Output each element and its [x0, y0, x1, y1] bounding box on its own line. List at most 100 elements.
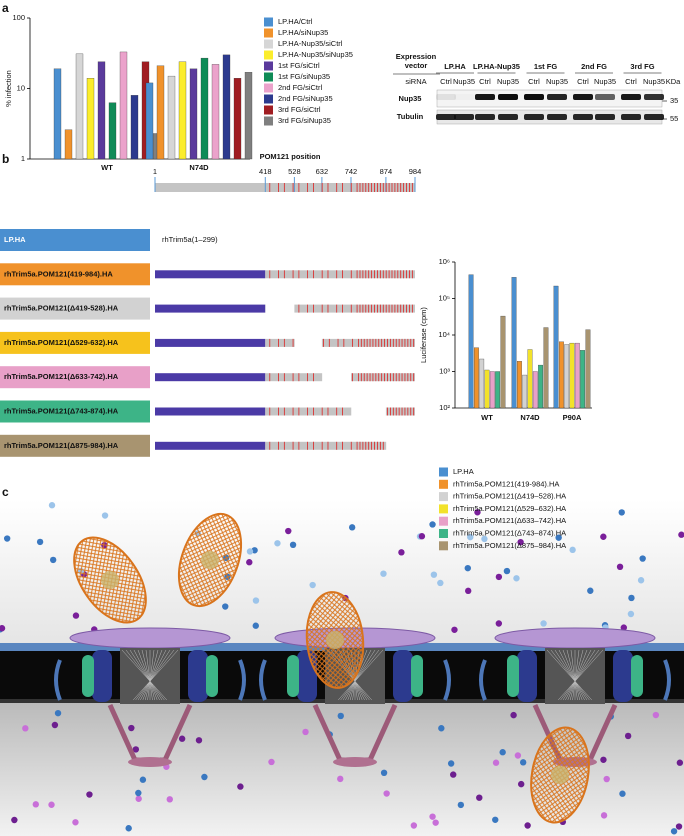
- protein-dot: [195, 737, 203, 744]
- protein-dot: [32, 801, 40, 808]
- band: [621, 114, 641, 120]
- legend-swatch: [439, 529, 448, 538]
- protein-dot: [337, 775, 344, 783]
- panel-label: a: [2, 1, 9, 15]
- legend-swatch: [264, 50, 273, 60]
- fg-mesh: [137, 649, 158, 701]
- y-axis-label: Luciferase (cpm): [419, 307, 428, 363]
- pore-subcomplex: [206, 655, 218, 697]
- basket-ring: [333, 757, 377, 767]
- trim-domain: [155, 441, 266, 450]
- bar: [517, 361, 522, 409]
- legend-label: 1st FG/siCtrl: [278, 61, 320, 70]
- bar: [75, 53, 84, 160]
- legend-label: rhTrim5a.POM121(419-984).HA: [453, 479, 559, 488]
- lane-label: Nup35: [594, 77, 616, 86]
- y-tick-label: 1: [21, 154, 25, 163]
- fg-mesh: [570, 649, 578, 701]
- legend-swatch: [264, 83, 273, 93]
- band: [644, 114, 664, 120]
- construct-label: LP.HA: [4, 235, 26, 244]
- bar: [130, 95, 139, 160]
- blot-group: 1st FG: [534, 62, 558, 71]
- blot-row-label: Tubulin: [397, 112, 424, 121]
- x-tick-label: N74D: [189, 163, 209, 172]
- legend-label: rhTrim5a.POM121(Δ743–874).HA: [453, 528, 566, 537]
- fg-mesh: [121, 649, 167, 701]
- protein-dot: [467, 533, 474, 541]
- protein-dot: [0, 625, 6, 632]
- protein-dot: [309, 581, 316, 589]
- protein-dot: [519, 759, 527, 766]
- y-tick-label: 10⁴: [438, 330, 450, 339]
- blot-group: 3rd FG: [630, 62, 654, 71]
- band: [475, 114, 495, 120]
- protein-dot: [432, 819, 439, 826]
- legend-label: LP.HA/siNup35: [278, 28, 328, 37]
- protein-dot: [252, 597, 260, 604]
- lane-label: Ctrl: [577, 77, 589, 86]
- pom121-segment: [385, 407, 415, 416]
- pore-subcomplex: [287, 655, 299, 697]
- construct-box: [0, 331, 150, 354]
- bar: [211, 64, 220, 160]
- x-tick-label: N74D: [520, 413, 540, 422]
- protein-dot: [438, 725, 445, 732]
- pom121-segment: [265, 407, 352, 416]
- legend-swatch: [264, 94, 273, 104]
- blot-group: LP.HA-Nup35: [473, 62, 520, 71]
- trim-label: rhTrim5a(1–299): [162, 235, 218, 244]
- protein-dot: [302, 728, 309, 736]
- protein-dot: [600, 812, 608, 819]
- band: [621, 94, 641, 100]
- construct-label: rhTrim5a.POM121(Δ419-528).HA: [4, 304, 119, 313]
- protein-dot: [676, 759, 684, 766]
- pom121-segment: [265, 373, 323, 382]
- filament: [479, 659, 487, 701]
- protein-dot: [457, 801, 465, 809]
- fg-mesh: [566, 649, 581, 701]
- position-label: 742: [345, 167, 358, 176]
- protein-dot: [517, 538, 524, 546]
- capsid-core: [101, 571, 119, 589]
- protein-dot: [246, 559, 253, 566]
- pom121-segment: [321, 338, 415, 347]
- x-tick-label: P90A: [563, 413, 582, 422]
- illustration: [0, 500, 684, 836]
- capsid-core: [201, 551, 219, 569]
- protein-dot: [418, 533, 426, 540]
- unit-label: KDa: [666, 77, 681, 86]
- fg-mesh: [144, 649, 159, 701]
- legend-swatch: [264, 17, 273, 27]
- protein-dot: [135, 795, 142, 802]
- lane-label: Nup35: [546, 77, 568, 86]
- band: [573, 114, 593, 120]
- fg-mesh: [145, 649, 153, 701]
- mw-marker: 55: [670, 114, 678, 123]
- bar: [97, 61, 106, 160]
- construct-label: rhTrim5a.POM121(Δ633-742).HA: [4, 372, 119, 381]
- y-tick-label: 10⁶: [439, 257, 450, 266]
- bar: [108, 102, 117, 160]
- protein-dot: [474, 509, 481, 516]
- protein-dot: [48, 801, 55, 808]
- pore-subcomplex: [393, 650, 413, 702]
- protein-dot: [495, 620, 503, 627]
- protein-dot: [510, 711, 517, 719]
- fg-mesh: [565, 649, 592, 701]
- construct-label: rhTrim5a.POM121(419-984).HA: [4, 269, 113, 278]
- x-tick-label: WT: [101, 163, 113, 172]
- protein-dot: [675, 823, 683, 830]
- bar: [532, 371, 538, 409]
- legend-swatch: [439, 516, 448, 526]
- construct-box: [0, 400, 150, 423]
- lane-label: Ctrl: [440, 77, 452, 86]
- protein-dot: [517, 780, 525, 788]
- y-tick-label: 10: [17, 83, 25, 92]
- position-label: 874: [380, 167, 393, 176]
- legend-label: rhTrim5a.POM121(Δ529–632).HA: [453, 504, 566, 513]
- protein-dot: [639, 555, 646, 562]
- fg-mesh: [560, 649, 600, 701]
- fg-mesh: [546, 649, 592, 701]
